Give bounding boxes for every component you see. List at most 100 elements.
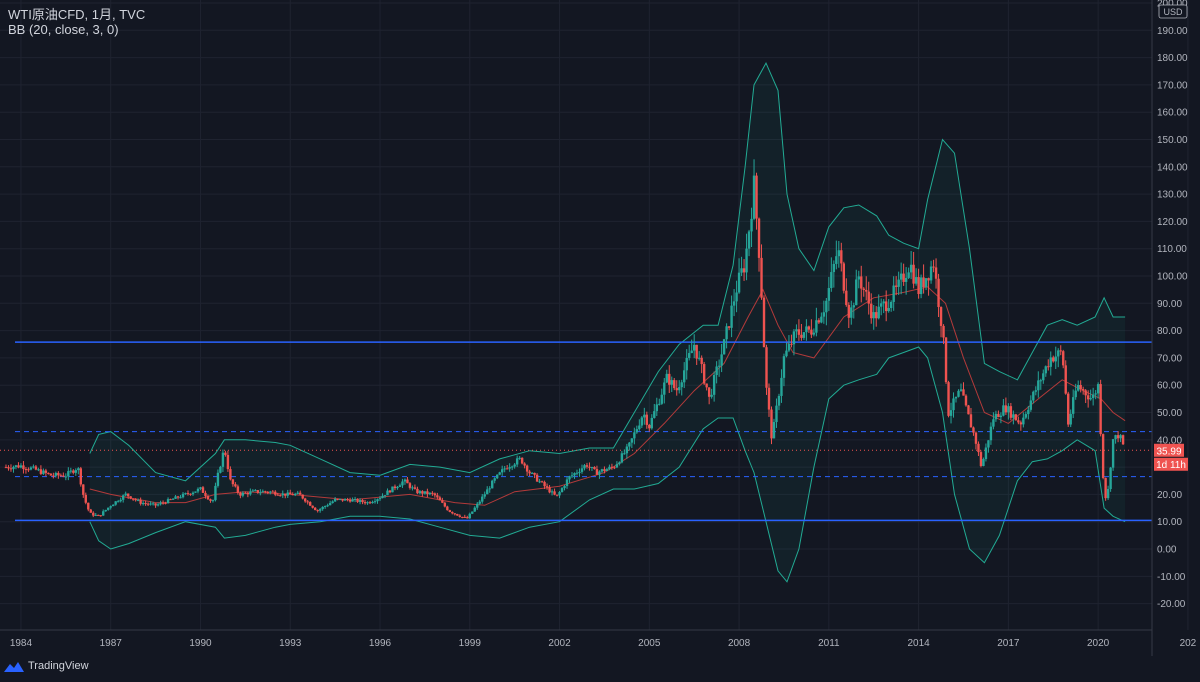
candle-body — [383, 495, 387, 497]
candle-body — [1057, 350, 1060, 357]
tradingview-logo[interactable]: TradingView — [4, 660, 89, 672]
candle-body — [977, 443, 980, 453]
time-axis[interactable]: 1984 1987 1990 1993 1996 1999 2002 2005 2008 2011… — [10, 638, 1197, 649]
candle-body — [67, 471, 70, 477]
candle-body — [1047, 366, 1050, 368]
candle-body — [855, 279, 858, 306]
candle-body — [219, 466, 222, 473]
candle-body — [1114, 435, 1117, 440]
candle-body — [214, 485, 217, 501]
candle-body — [493, 478, 496, 481]
candle-body — [92, 512, 95, 516]
candle-body — [845, 290, 848, 305]
candle-body — [957, 390, 960, 397]
candle-body — [663, 382, 666, 395]
currency-label: USD — [1163, 7, 1183, 17]
candle-body — [124, 493, 127, 496]
candle-body — [184, 493, 187, 495]
candle-body — [999, 415, 1003, 418]
price-tick-label: 140.00 — [1157, 162, 1188, 173]
candle-body — [289, 492, 292, 495]
candle-body — [373, 501, 377, 503]
candle-body — [515, 458, 519, 465]
candle-body — [638, 425, 641, 430]
candle-body — [151, 503, 155, 505]
price-tick-label: 10.00 — [1157, 517, 1182, 528]
currency-badge: USD — [1158, 4, 1188, 19]
price-tick-label: 180.00 — [1157, 53, 1188, 64]
candle-body — [97, 514, 100, 516]
candle-body — [1072, 397, 1075, 414]
candle-body — [87, 502, 90, 510]
price-tick-label: 120.00 — [1157, 217, 1188, 228]
candle-body — [333, 498, 337, 502]
candle-body — [880, 303, 883, 307]
candle-body — [887, 307, 890, 312]
candle-body — [29, 467, 33, 470]
candle-body — [1069, 413, 1072, 425]
candle-body — [234, 484, 237, 487]
candle-body — [937, 278, 940, 308]
candle-body — [842, 263, 846, 291]
candle-body — [1116, 435, 1120, 439]
candle-body — [580, 468, 584, 472]
candle-body — [239, 492, 242, 496]
candle-body — [964, 395, 968, 406]
candle-body — [284, 493, 287, 496]
candle-body — [648, 424, 651, 429]
candle-body — [12, 466, 15, 470]
candle-body — [261, 491, 265, 493]
candle-body — [418, 491, 422, 494]
candle-body — [156, 504, 160, 506]
indicator-title[interactable]: BB (20, close, 3, 0) — [8, 22, 119, 37]
candle-body — [406, 479, 409, 484]
candle-body — [827, 288, 831, 301]
candle-body — [408, 483, 412, 488]
symbol-title[interactable]: WTI原油CFD, 1月, TVC — [8, 7, 146, 22]
candle-body — [82, 484, 85, 495]
candle-body — [585, 465, 589, 467]
candle-body — [583, 465, 586, 469]
price-axis[interactable]: 200.00190.00180.00170.00160.00150.00140.… — [1157, 0, 1188, 610]
last-price-value: 35.99 — [1156, 446, 1181, 457]
time-tick-label: 1993 — [279, 638, 302, 649]
price-tick-label: 150.00 — [1157, 135, 1188, 146]
candle-body — [498, 472, 501, 475]
candle-body — [1012, 414, 1015, 418]
price-tick-label: 160.00 — [1157, 108, 1188, 119]
candle-body — [313, 507, 317, 511]
candle-body — [1067, 393, 1070, 425]
candle-body — [401, 481, 404, 486]
candle-body — [665, 373, 668, 383]
candle-body — [89, 509, 92, 513]
candle-body — [378, 498, 382, 500]
candle-body — [952, 398, 955, 411]
candle-body — [872, 312, 875, 319]
candle-body — [351, 499, 354, 502]
candle-body — [782, 356, 786, 378]
candle-body — [1019, 422, 1023, 425]
candle-body — [318, 509, 322, 511]
time-tick-label: 2014 — [907, 638, 930, 649]
candle-body — [675, 388, 678, 391]
candle-body — [441, 500, 444, 503]
candle-body — [169, 499, 172, 501]
candle-body — [478, 501, 481, 504]
candle-body — [54, 472, 58, 476]
time-tick-label: 1987 — [100, 638, 123, 649]
candle-body — [852, 305, 855, 308]
candle-body — [745, 248, 748, 273]
candle-body — [650, 417, 654, 429]
candle-body — [949, 410, 953, 416]
candle-body — [483, 494, 486, 497]
candle-body — [413, 487, 417, 489]
candle-body — [927, 278, 930, 281]
candle-body — [1007, 406, 1010, 413]
candle-body — [1099, 384, 1102, 435]
candle-body — [1032, 391, 1035, 401]
candle-body — [1052, 357, 1055, 362]
candle-body — [473, 507, 476, 512]
price-tick-label: 50.00 — [1157, 408, 1182, 419]
candle-body — [535, 474, 539, 482]
